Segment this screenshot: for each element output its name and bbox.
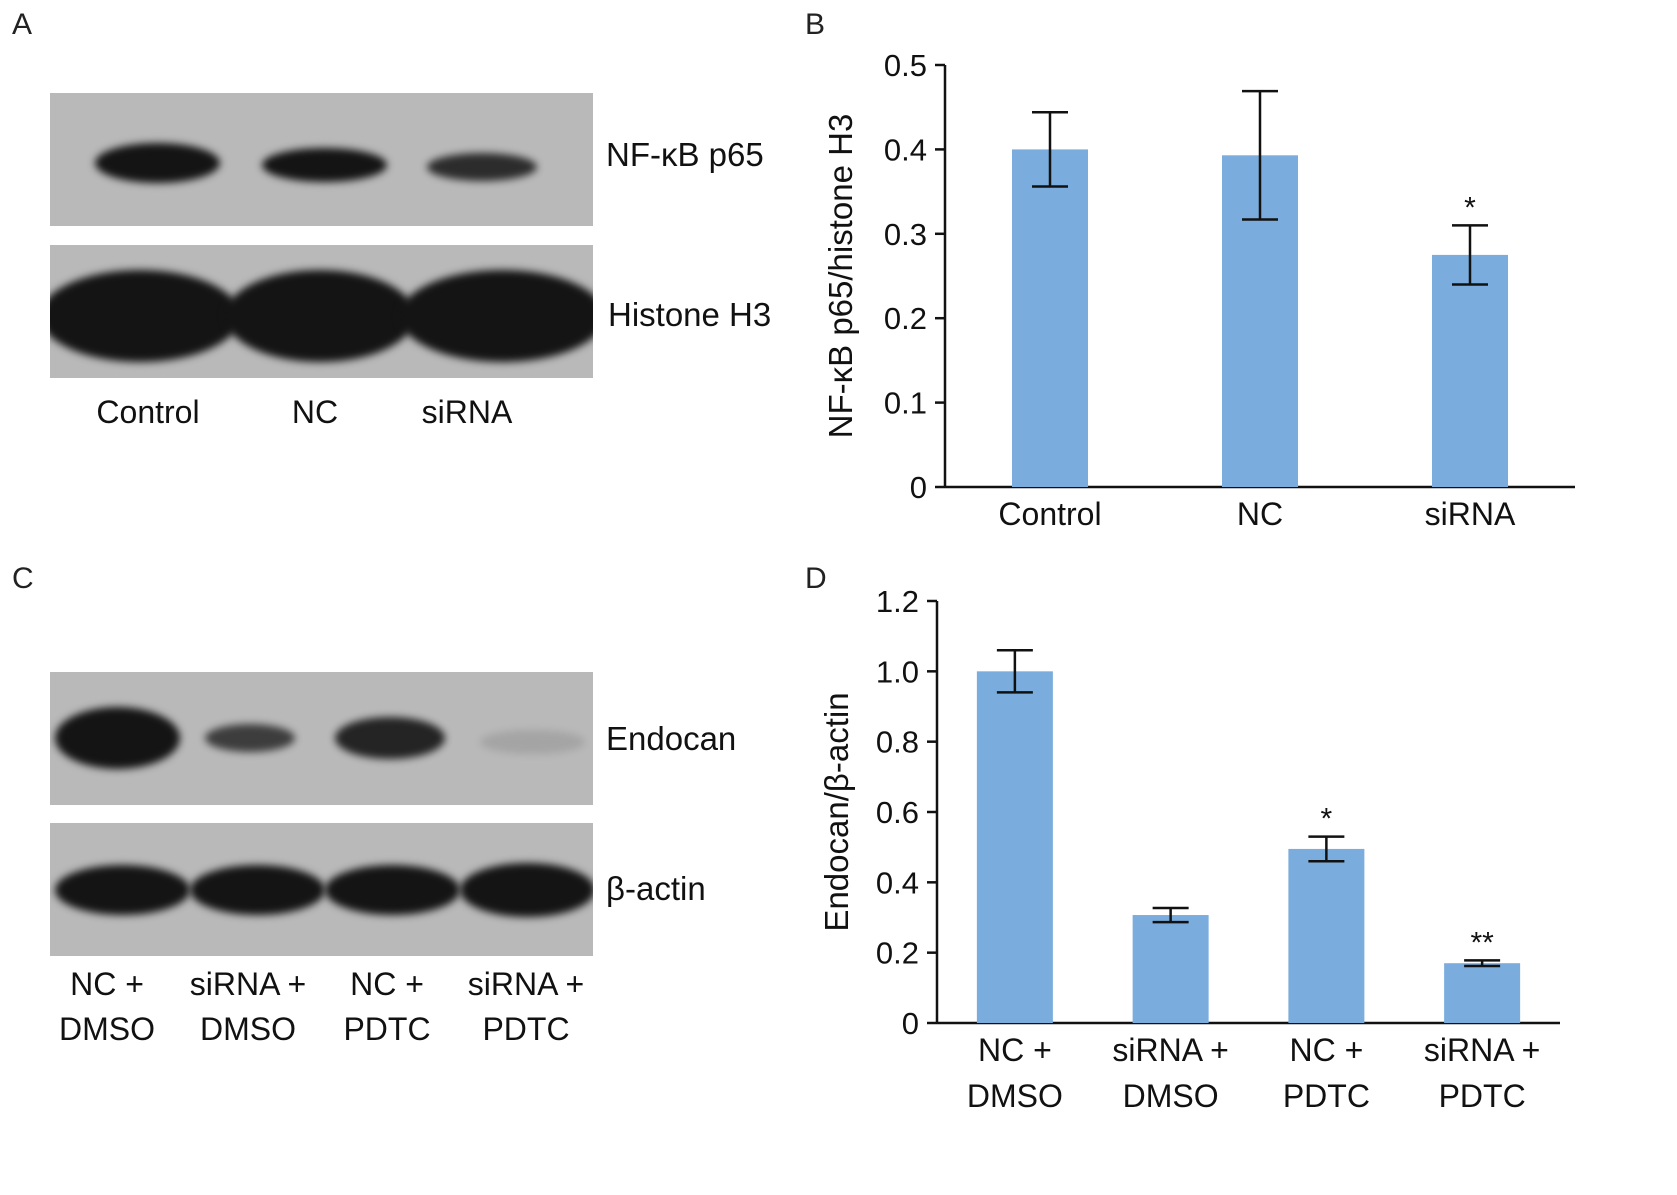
chart-d-y-tick-label: 1.0 [876, 654, 919, 689]
blot-label-nfkb-p65: NF-κB p65 [606, 136, 764, 173]
lane-label-line1: siRNA + [189, 966, 307, 1002]
blot-nfkb-p65 [50, 93, 593, 226]
band-control [95, 143, 220, 183]
blot-histone-h3 [50, 245, 593, 378]
blot-label-histone-h3: Histone H3 [608, 296, 772, 333]
chart-d-y-tick-label: 0 [902, 1006, 919, 1041]
chart-d-x-tick-label: DMSO [1123, 1078, 1219, 1114]
lane-label-line2: PDTC [482, 1010, 570, 1047]
chart-b-y-tick-label: 0.5 [884, 48, 927, 83]
lane-label-sirna-dmso: siRNA + DMSO [190, 962, 306, 1052]
lane-label-nc-pdtc: NC + PDTC [343, 962, 430, 1052]
band-sirna [427, 153, 537, 181]
lane-label-line2: DMSO [199, 1010, 296, 1047]
panel-letter-c: C [12, 562, 34, 595]
chart-b-y-axis-label: NF-κB p65/histone H3 [822, 114, 859, 439]
chart-d-significance-mark: * [1321, 803, 1333, 836]
lane-label-nc-dmso: NC + DMSO [59, 962, 155, 1052]
band-nc [262, 148, 387, 182]
chart-d-significance-mark: ** [1470, 926, 1494, 959]
panel-letter-a: A [12, 8, 33, 41]
chart-d-bar [1132, 915, 1209, 1023]
chart-b-bar [1012, 149, 1088, 487]
band-sirna-pdtc [480, 730, 585, 754]
band-sirna-pdtc [460, 863, 593, 917]
chart-b-significance-mark: * [1464, 191, 1476, 224]
chart-d-y-tick-label: 0.6 [876, 795, 919, 830]
chart-d-y-tick-label: 0.2 [876, 936, 919, 971]
chart-d-x-tick-label: siRNA + [1424, 1032, 1540, 1068]
lane-label-line1: siRNA + [467, 966, 585, 1002]
chart-d-y-axis-label: Endocan/β-actin [818, 692, 855, 931]
chart-d-x-tick-label: PDTC [1439, 1078, 1526, 1114]
lane-label-control: Control [96, 394, 200, 430]
chart-b-x-tick-label: NC [1237, 496, 1283, 532]
blot-endocan [50, 672, 593, 805]
band-sirna-dmso [205, 724, 295, 752]
band-control [50, 270, 240, 362]
lane-label-line2: DMSO [59, 1010, 155, 1047]
chart-d-x-tick-label: PDTC [1283, 1078, 1370, 1114]
panel-letter-b: B [805, 8, 826, 41]
chart-d-x-tick-label: NC + [978, 1032, 1052, 1068]
panel-letter-d: D [805, 562, 827, 595]
chart-b-x-tick-label: Control [998, 496, 1101, 532]
blot-label-beta-actin: β-actin [606, 870, 706, 907]
chart-d-y-tick-label: 0.8 [876, 725, 919, 760]
chart-d-y-tick-label: 1.2 [876, 584, 919, 619]
chart-b-y-tick-label: 0.2 [884, 301, 927, 336]
lane-label-sirna-pdtc: siRNA + PDTC [468, 962, 584, 1052]
chart-d-x-tick-label: DMSO [967, 1078, 1063, 1114]
lane-label-line2: PDTC [343, 1010, 431, 1047]
band-sirna-dmso [190, 865, 325, 915]
chart-b-y-tick-label: 0.3 [884, 217, 927, 252]
band-nc-pdtc [335, 717, 445, 759]
chart-d-x-tick-label: siRNA + [1112, 1032, 1228, 1068]
chart-d-bar [1288, 848, 1365, 1023]
lane-label-sirna: siRNA [421, 394, 513, 430]
band-nc-dmso [55, 865, 190, 915]
lane-label-nc: NC [291, 394, 339, 430]
chart-b-y-tick-label: 0.1 [884, 386, 927, 421]
band-nc [225, 270, 415, 362]
band-sirna [400, 270, 593, 362]
band-nc-dmso [55, 707, 180, 769]
chart-b-y-tick-label: 0 [910, 470, 927, 505]
chart-d-bar [1444, 963, 1521, 1023]
blot-beta-actin [50, 823, 593, 956]
chart-b-bar [1222, 155, 1298, 488]
chart-b-bar [1432, 254, 1508, 487]
chart-d-bar [976, 671, 1053, 1023]
band-nc-pdtc [325, 865, 460, 915]
lane-label-line1: NC + [70, 966, 144, 1002]
lane-label-line1: NC + [350, 966, 424, 1002]
blot-label-endocan: Endocan [606, 720, 737, 757]
chart-d-x-tick-label: NC + [1289, 1032, 1363, 1068]
chart-b-y-tick-label: 0.4 [884, 132, 927, 167]
chart-d-y-tick-label: 0.4 [876, 865, 919, 900]
chart-b-x-tick-label: siRNA [1425, 496, 1516, 532]
